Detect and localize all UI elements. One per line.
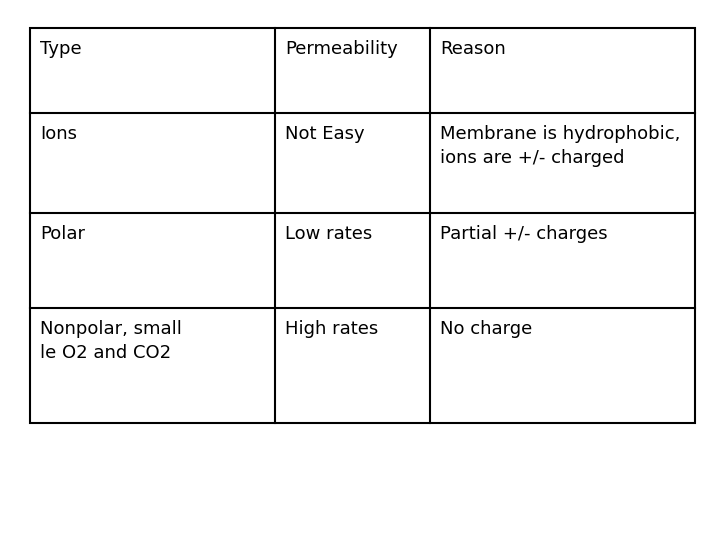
Text: High rates: High rates	[285, 320, 378, 338]
Bar	[30, 28, 695, 423]
Text: Not Easy: Not Easy	[285, 125, 364, 143]
Text: No charge: No charge	[440, 320, 532, 338]
Text: Reason: Reason	[440, 40, 505, 58]
Text: Permeability: Permeability	[285, 40, 397, 58]
Text: Partial +/- charges: Partial +/- charges	[440, 225, 608, 243]
Text: Membrane is hydrophobic,
ions are +/- charged: Membrane is hydrophobic, ions are +/- ch…	[440, 125, 680, 167]
Text: Nonpolar, small
le O2 and CO2: Nonpolar, small le O2 and CO2	[40, 320, 182, 362]
Text: Ions: Ions	[40, 125, 77, 143]
Text: Type: Type	[40, 40, 81, 58]
Text: Polar: Polar	[40, 225, 85, 243]
Text: Low rates: Low rates	[285, 225, 372, 243]
